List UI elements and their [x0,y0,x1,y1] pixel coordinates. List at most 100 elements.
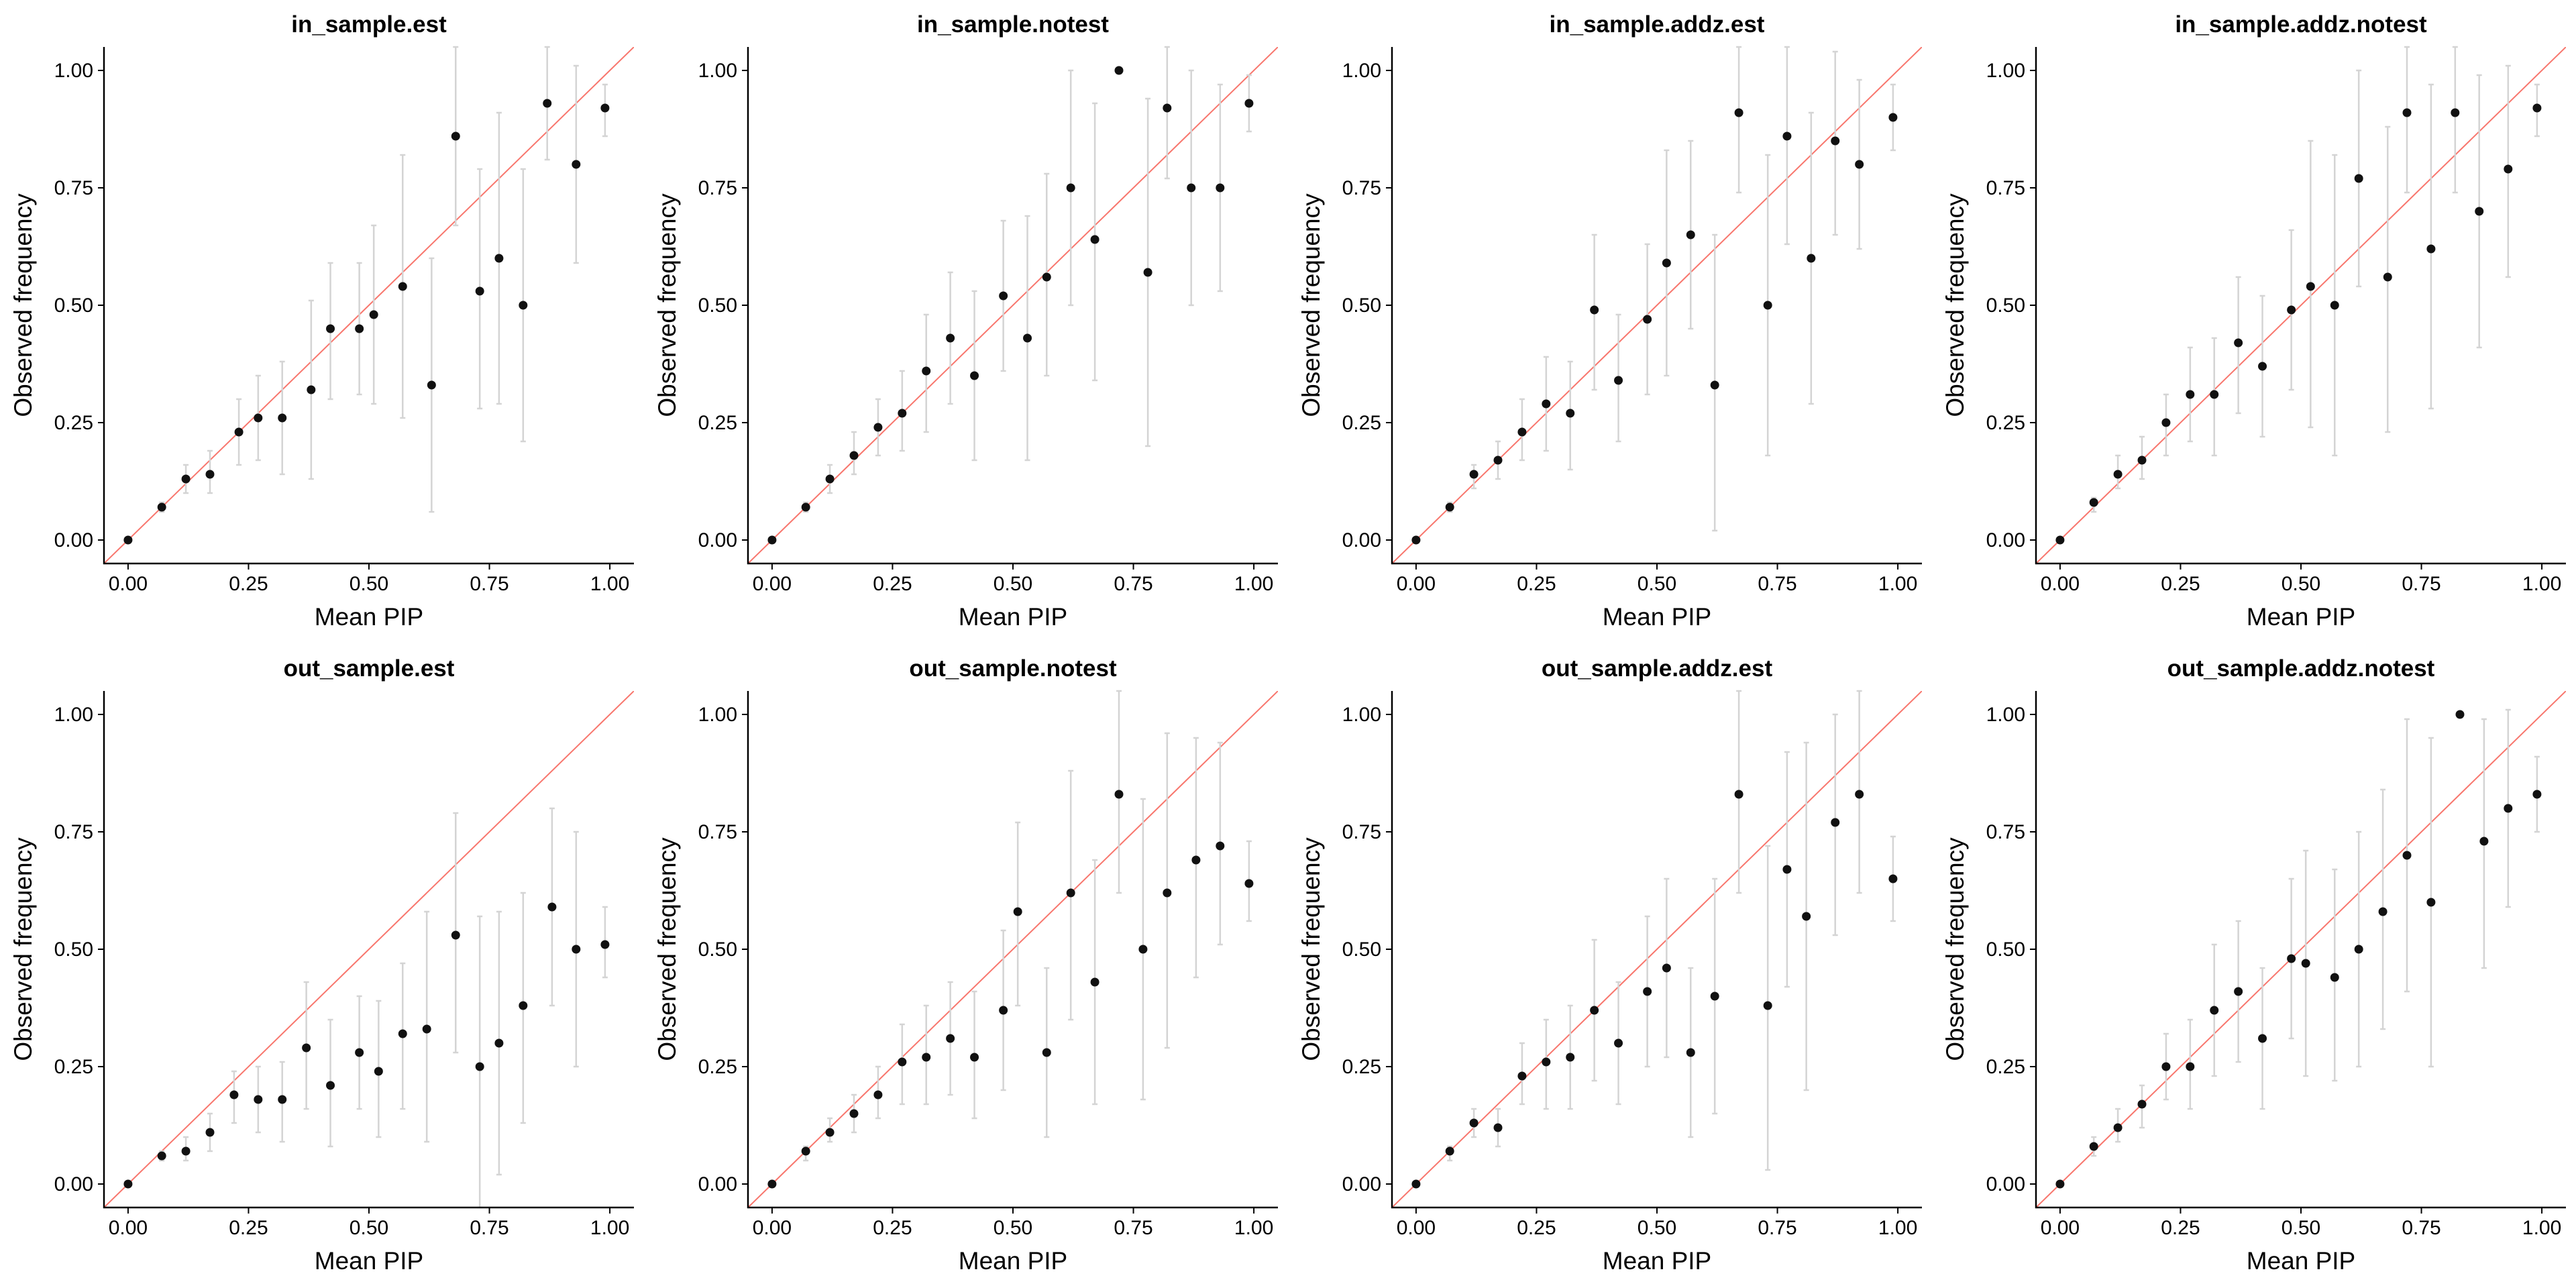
x-tick-label: 0.25 [1517,573,1556,595]
data-point [1411,535,1421,545]
y-tick-label: 0.25 [1986,1056,2025,1078]
y-tick-label: 0.75 [1342,177,1381,199]
data-point [494,1038,504,1048]
x-tick-label: 1.00 [1878,1217,1917,1239]
x-tick-label: 0.00 [753,573,792,595]
data-point [1590,305,1599,315]
data-point [1517,427,1527,437]
x-tick-label: 0.50 [350,573,388,595]
y-tick-label: 0.75 [54,177,93,199]
y-tick-label: 0.00 [1986,1173,2025,1195]
y-axis-title: Observed frequency [1297,193,1325,417]
data-point [1888,874,1898,883]
data-point [2113,1123,2123,1132]
x-tick-label: 1.00 [2522,573,2561,595]
data-point [2301,959,2310,968]
x-tick-label: 0.00 [753,1217,792,1239]
data-point [181,1146,191,1156]
data-point [2451,108,2460,117]
data-point [355,1048,364,1057]
data-point [946,1034,955,1043]
data-point [422,1024,431,1034]
data-point [1763,1001,1772,1010]
data-point [307,385,316,394]
data-point [475,286,484,296]
x-tick-label: 0.75 [1114,573,1152,595]
data-point [254,413,263,423]
panel-title: in_sample.addz.notest [2175,11,2427,38]
x-axis-title: Mean PIP [1603,1247,1711,1275]
panel-out_sample-addz-est: out_sample.addz.est 0.00 0.25 0.50 0.75 1.00 0… [1297,655,1922,1275]
data-point [2354,945,2363,954]
data-point [1888,113,1898,122]
data-point [369,310,378,319]
data-point [475,1062,484,1071]
data-point [2161,418,2171,427]
reference-line [1392,691,1922,1208]
y-axis-title: Observed frequency [9,193,37,417]
x-tick-label: 0.50 [994,573,1032,595]
y-tick-label: 0.50 [54,938,93,961]
y-tick-label: 0.50 [1986,938,2025,961]
data-point [767,1179,777,1189]
panel-title: out_sample.notest [909,655,1117,682]
data-point [2089,1142,2098,1151]
data-point [1114,66,1124,75]
panel-out_sample-est: out_sample.est 0.00 0.25 0.50 0.75 1.00 0.00 0.… [9,655,634,1275]
x-tick-label: 0.50 [1638,573,1676,595]
data-point [2137,455,2147,465]
x-axis-title: Mean PIP [1603,603,1711,631]
data-point [1734,790,1743,799]
data-point [1807,254,1816,263]
y-tick-label: 0.50 [1986,294,2025,317]
data-point [1566,1053,1575,1062]
data-point [970,371,979,380]
data-point [767,535,777,545]
y-tick-label: 1.00 [54,60,93,82]
data-point [1469,470,1479,479]
data-point [1493,1123,1503,1132]
error-bar [2452,46,2458,194]
data-point [1763,301,1772,310]
data-point [2258,1034,2267,1043]
x-tick-label: 1.00 [1234,573,1273,595]
data-point [1114,790,1124,799]
data-point [123,535,133,545]
data-point [2330,301,2339,310]
x-tick-label: 0.25 [229,1217,268,1239]
data-point [1855,160,1864,169]
data-point [1782,131,1792,141]
data-point [1643,987,1652,996]
panel-in_sample-addz-notest: in_sample.addz.notest 0.00 0.25 0.50 0.75 1.0… [1941,11,2566,631]
y-tick-label: 0.00 [54,1173,93,1195]
data-point [2234,987,2243,996]
data-point [427,380,436,390]
data-point [1517,1071,1527,1081]
data-point [2055,535,2065,545]
panel-title: in_sample.addz.est [1550,11,1765,38]
y-tick-label: 0.25 [698,412,737,434]
data-point [157,502,166,512]
data-point [205,470,215,479]
reference-line [104,47,634,564]
data-point [801,502,810,512]
data-point [1090,977,1099,987]
data-point [1469,1118,1479,1128]
x-tick-label: 0.75 [1114,1217,1152,1239]
data-point [1163,103,1172,113]
data-point [2210,1006,2219,1015]
error-bar [1736,46,1742,194]
data-point [2234,338,2243,347]
y-tick-label: 0.75 [698,177,737,199]
data-point [1831,136,1840,146]
data-point [825,474,835,484]
data-point [451,131,460,141]
x-tick-label: 1.00 [2522,1217,2561,1239]
x-tick-label: 0.25 [2161,573,2200,595]
panel-title: out_sample.addz.est [1542,655,1773,682]
data-point [2186,390,2195,399]
data-point [2426,244,2436,254]
data-point [2402,108,2412,117]
panel-out_sample-addz-notest: out_sample.addz.notest 0.00 0.25 0.50 0.75 1.… [1941,655,2566,1275]
data-point [1802,912,1811,921]
